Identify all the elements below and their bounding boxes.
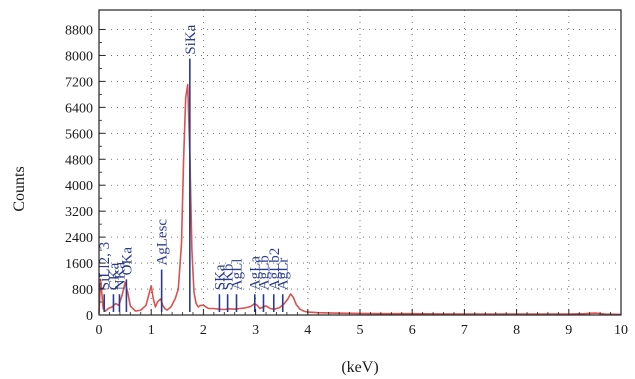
y-tick-label: 3200 xyxy=(65,205,93,220)
peak-label: AgLr xyxy=(276,258,292,291)
x-tick-label: 9 xyxy=(565,323,572,338)
y-axis-ticks: 0 800 1600 2400 3200 4000 4800 5600 6400 7200 8000… xyxy=(65,23,105,324)
y-tick-label: 7200 xyxy=(65,75,93,90)
y-axis-label: Counts xyxy=(11,166,28,211)
peak-label: AgLa xyxy=(248,256,264,290)
peak-label: NKa xyxy=(112,262,128,291)
y-tick-label: 6400 xyxy=(65,101,93,116)
peak-label: SiKa xyxy=(183,24,199,54)
y-tick-label: 8800 xyxy=(65,23,93,38)
y-tick-label: 2400 xyxy=(65,231,93,246)
peak-label: CKa xyxy=(106,262,122,290)
y-tick-label: 8000 xyxy=(65,49,93,64)
peak-label: AgLb2 xyxy=(267,248,283,291)
peak-label: OKa xyxy=(119,247,135,276)
peak-label: AgLl xyxy=(229,259,245,291)
y-tick-label: 0 xyxy=(86,309,93,324)
x-tick-label: 10 xyxy=(614,323,628,338)
peak-label: SiLl2, 3 xyxy=(97,242,113,290)
spectrum-series xyxy=(98,83,622,316)
grid-lines xyxy=(99,10,621,315)
x-axis-label: (keV) xyxy=(341,359,378,376)
y-tick-label: 5600 xyxy=(65,127,93,142)
x-tick-label: 2 xyxy=(200,323,207,338)
x-tick-label: 4 xyxy=(304,323,311,338)
x-tick-label: 6 xyxy=(409,323,416,338)
x-tick-label: 0 xyxy=(96,323,103,338)
y-tick-label: 1600 xyxy=(65,257,93,272)
peak-label: SKb xyxy=(221,264,237,291)
peak-label: AgLesc xyxy=(155,219,171,266)
y-tick-label: 4000 xyxy=(65,179,93,194)
x-axis-ticks: 0 1 2 3 4 5 6 7 8 9 10 xyxy=(96,309,628,338)
y-tick-label: 4800 xyxy=(65,153,93,168)
x-tick-label: 8 xyxy=(513,323,520,338)
peak-label: SKa xyxy=(212,264,228,290)
spectrum-line xyxy=(98,83,622,316)
y-tick-label: 800 xyxy=(72,283,93,298)
x-tick-label: 1 xyxy=(148,323,155,338)
peak-label: AgLb xyxy=(256,255,272,290)
x-tick-label: 5 xyxy=(357,323,364,338)
x-tick-label: 7 xyxy=(461,323,468,338)
x-tick-label: 3 xyxy=(252,323,259,338)
